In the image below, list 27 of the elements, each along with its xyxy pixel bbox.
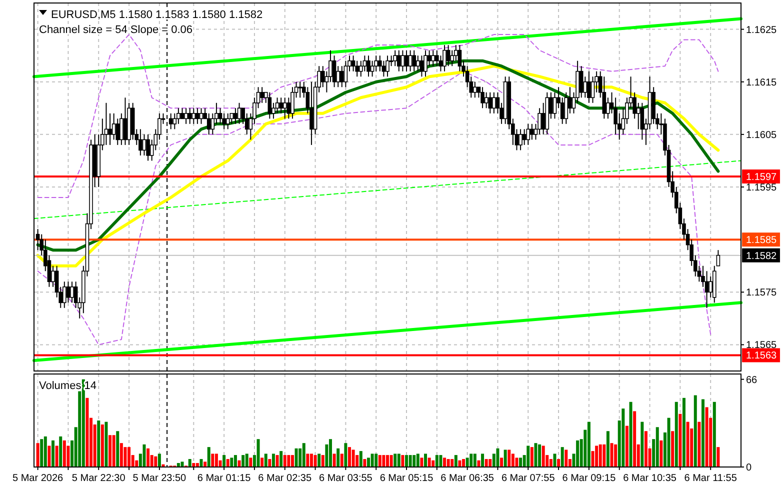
x-tick-label: 5 Mar 2026 xyxy=(12,473,64,484)
text: EURUSD,M5 1.1580 1.1583 1.1580 1.1582 xyxy=(51,9,263,21)
ref-line-label: 1.1563 xyxy=(746,350,778,362)
y-tick-label: 1.1615 xyxy=(746,77,778,88)
x-tick-label: 6 Mar 02:35 xyxy=(258,473,312,484)
y-tick-label: 1.1575 xyxy=(746,288,778,299)
x-tick-label: 5 Mar 23:50 xyxy=(132,473,187,484)
ref-line-label: 1.1597 xyxy=(746,172,778,183)
y-tick-label: 0 xyxy=(746,462,752,474)
x-tick-label: 6 Mar 03:55 xyxy=(319,473,373,484)
x-tick-label: 6 Mar 05:15 xyxy=(380,473,434,484)
x-tick-label: 5 Mar 22:30 xyxy=(72,473,126,484)
y-tick-label: 1.1565 xyxy=(746,340,778,352)
x-tick-label: 6 Mar 07:55 xyxy=(501,473,556,484)
ref-line-label: 1.1585 xyxy=(746,235,778,246)
text: Volumes 14 xyxy=(39,380,96,392)
x-tick-label: 6 Mar 09:15 xyxy=(562,473,616,484)
x-tick-label: 6 Mar 10:35 xyxy=(623,473,677,484)
text: Channel size = 54 Slope = 0.06 xyxy=(39,24,193,36)
ref-line-label: 1.1582 xyxy=(746,250,778,262)
x-tick-label: 6 Mar 11:55 xyxy=(684,473,738,484)
y-tick-label: 1.1605 xyxy=(746,130,778,141)
y-tick-label: 1.1595 xyxy=(746,182,778,194)
y-tick-label: 66 xyxy=(746,374,758,386)
x-tick-label: 6 Mar 06:35 xyxy=(440,473,494,484)
y-tick-label: 1.1625 xyxy=(746,24,778,36)
x-tick-label: 6 Mar 01:15 xyxy=(197,473,252,484)
